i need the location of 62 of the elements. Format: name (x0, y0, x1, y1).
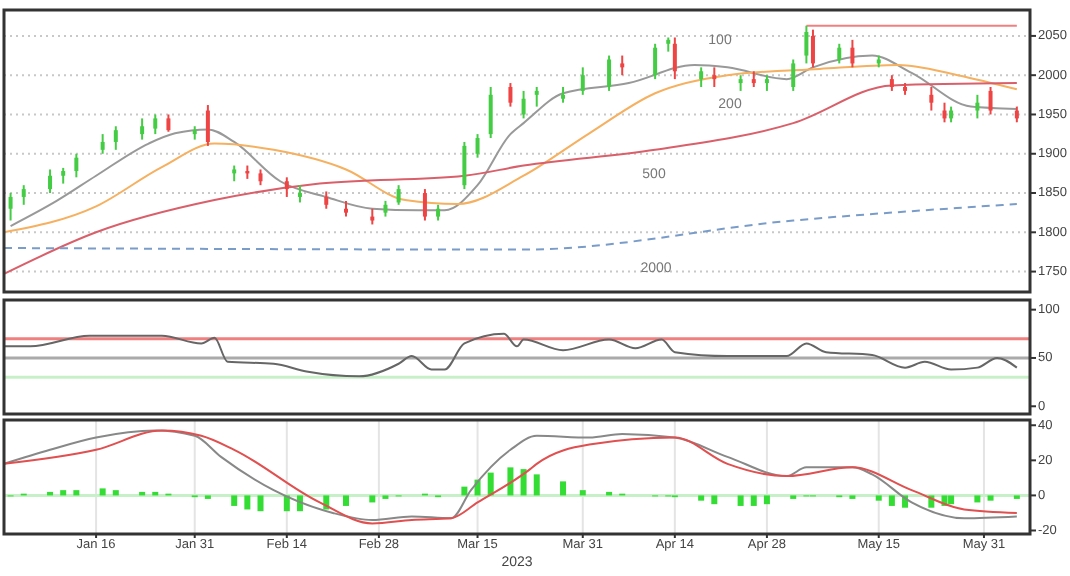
candlestick (8, 192, 13, 222)
candlestick (462, 140, 467, 191)
candlestick (712, 66, 717, 88)
candlestick (975, 93, 980, 120)
bar (244, 495, 251, 510)
candlestick (508, 82, 513, 108)
bar (461, 486, 468, 496)
candlestick (837, 42, 842, 65)
bar (750, 495, 757, 506)
bar (737, 495, 744, 506)
candlestick (396, 184, 401, 206)
candlestick (153, 113, 158, 136)
candlestick (791, 58, 796, 92)
bar (507, 467, 514, 496)
candlestick (699, 66, 704, 88)
candlestick (74, 152, 79, 179)
bar (257, 495, 264, 512)
bar (888, 495, 895, 506)
bar (369, 495, 376, 503)
line-series (3, 332, 1018, 378)
bar (231, 495, 238, 506)
candlestick (672, 36, 677, 81)
candlestick (988, 85, 993, 116)
candlestick (100, 133, 105, 155)
bar (343, 495, 349, 506)
candlestick (488, 85, 493, 140)
candlestick (929, 85, 934, 112)
candlestick (48, 168, 53, 195)
candlestick (653, 42, 658, 81)
line-series (3, 203, 1018, 251)
candlestick (850, 38, 855, 69)
candlestick (422, 188, 427, 222)
candlestick (620, 54, 625, 77)
bar (875, 495, 882, 501)
bar (533, 474, 540, 496)
bar (698, 495, 705, 501)
candlestick (804, 24, 809, 65)
bar (763, 495, 770, 505)
candlestick (580, 66, 585, 96)
candlestick (475, 133, 480, 159)
candlestick (942, 101, 947, 124)
bar (948, 495, 955, 505)
candlestick (810, 28, 815, 69)
bar (112, 490, 119, 496)
bar (73, 490, 80, 496)
candlestick (534, 85, 539, 108)
bar (579, 490, 586, 496)
bar (987, 495, 994, 501)
candlestick (521, 89, 526, 120)
bar (60, 490, 67, 496)
bar (487, 472, 494, 496)
bar (974, 495, 981, 503)
candlestick (113, 125, 118, 151)
candlestick (284, 176, 289, 198)
candlestick (140, 117, 145, 141)
line-series (3, 82, 1018, 275)
candlestick (607, 54, 612, 92)
candlestick (21, 184, 26, 206)
candlestick (205, 104, 210, 147)
bar (560, 481, 567, 496)
bar (711, 495, 718, 505)
bar (99, 488, 106, 496)
